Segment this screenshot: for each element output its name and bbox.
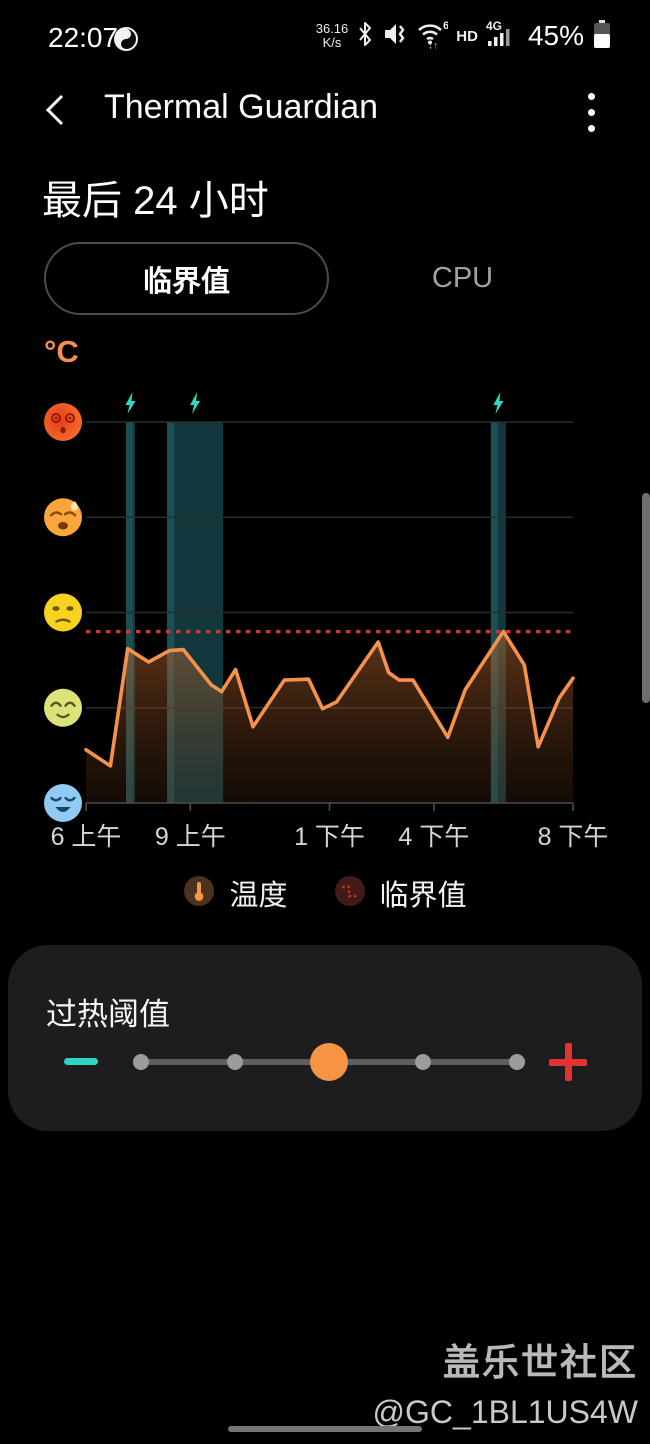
minus-icon[interactable] — [64, 1058, 98, 1065]
x-tick-label: 8 下午 — [538, 823, 609, 851]
svg-text:4G: 4G — [486, 19, 502, 33]
app-notification-icon — [112, 25, 140, 58]
tab-bar: 临界值 CPU — [0, 242, 650, 316]
plus-icon[interactable] — [549, 1043, 587, 1081]
lightning-bolt-icon — [125, 392, 136, 414]
wifi6-icon: 6 ↓↑ — [416, 19, 449, 54]
lightning-bolt-icon — [493, 392, 504, 414]
slider-track[interactable] — [133, 1043, 525, 1081]
temperature-area — [86, 631, 573, 803]
chart-legend: 温度 临界值 — [0, 872, 650, 914]
signal-bars-icon: 4G — [486, 19, 516, 54]
card-title: 过热阈值 — [46, 997, 170, 1032]
legend-item-temperature: 温度 — [183, 872, 288, 914]
legend-label-temperature: 温度 — [229, 880, 288, 912]
hd-label: HD — [456, 27, 478, 45]
legend-item-threshold: 临界值 — [334, 872, 467, 914]
x-tick-label: 9 上午 — [155, 823, 226, 851]
bluetooth-icon — [356, 20, 374, 53]
tab-threshold[interactable]: 临界值 — [44, 242, 329, 315]
status-bar-right-cluster: 36.16 K/s 6 — [316, 14, 612, 58]
watermark-user-id: @GC_1BL1US4W — [372, 1394, 638, 1430]
kebab-menu-button[interactable] — [576, 84, 606, 140]
network-speed: 36.16 K/s — [315, 21, 349, 50]
svg-text:↓↑: ↓↑ — [428, 40, 438, 49]
x-tick-label: 1 下午 — [294, 823, 365, 851]
slider-step-dot[interactable] — [227, 1054, 243, 1070]
unamused-face — [44, 593, 82, 632]
slider-step-dot[interactable] — [133, 1054, 149, 1070]
home-indicator[interactable] — [228, 1426, 422, 1432]
clock: 22:07 — [48, 22, 119, 53]
watermark-community: 盖乐世社区 — [443, 1342, 638, 1383]
temperature-line — [84, 629, 575, 768]
watermark: 盖乐世社区 @GC_1BL1US4W — [373, 1332, 638, 1431]
scrollbar[interactable] — [642, 493, 650, 703]
period-title: 最后 24 小时 — [42, 179, 269, 223]
back-button[interactable] — [38, 86, 72, 139]
threshold-slider — [8, 1041, 642, 1089]
thermometer-icon — [183, 875, 215, 912]
overheat-threshold-card: 过热阈值 — [8, 945, 642, 1131]
status-bar: 22:07 36.16 K/s — [0, 0, 650, 58]
mute-vibrate-icon — [382, 20, 408, 53]
app-header: Thermal Guardian — [0, 62, 650, 142]
y-axis-unit: °C — [44, 334, 79, 369]
dizzy-face — [44, 403, 82, 441]
x-tick-label: 4 下午 — [398, 823, 469, 851]
slider-step-dot[interactable] — [415, 1054, 431, 1070]
battery-icon — [592, 18, 612, 55]
slider-step-dot[interactable] — [509, 1054, 525, 1070]
sleepy-face — [44, 784, 82, 822]
svg-text:6: 6 — [443, 20, 448, 32]
relieved-face — [44, 688, 82, 727]
sad-sweat-face — [44, 498, 82, 537]
page-title: Thermal Guardian — [104, 88, 379, 126]
battery-percent: 45% — [527, 20, 584, 51]
x-tick-label: 6 上午 — [51, 823, 122, 851]
lightning-bolt-icon — [190, 392, 201, 414]
temperature-chart[interactable]: °C 6 上午 9 上午 1 下午 4 下午 8 下午 — [0, 330, 650, 878]
slider-thumb[interactable] — [310, 1043, 348, 1081]
tab-cpu[interactable]: CPU — [431, 262, 494, 294]
dotted-threshold-icon — [334, 875, 366, 912]
legend-label-threshold: 临界值 — [379, 880, 467, 912]
